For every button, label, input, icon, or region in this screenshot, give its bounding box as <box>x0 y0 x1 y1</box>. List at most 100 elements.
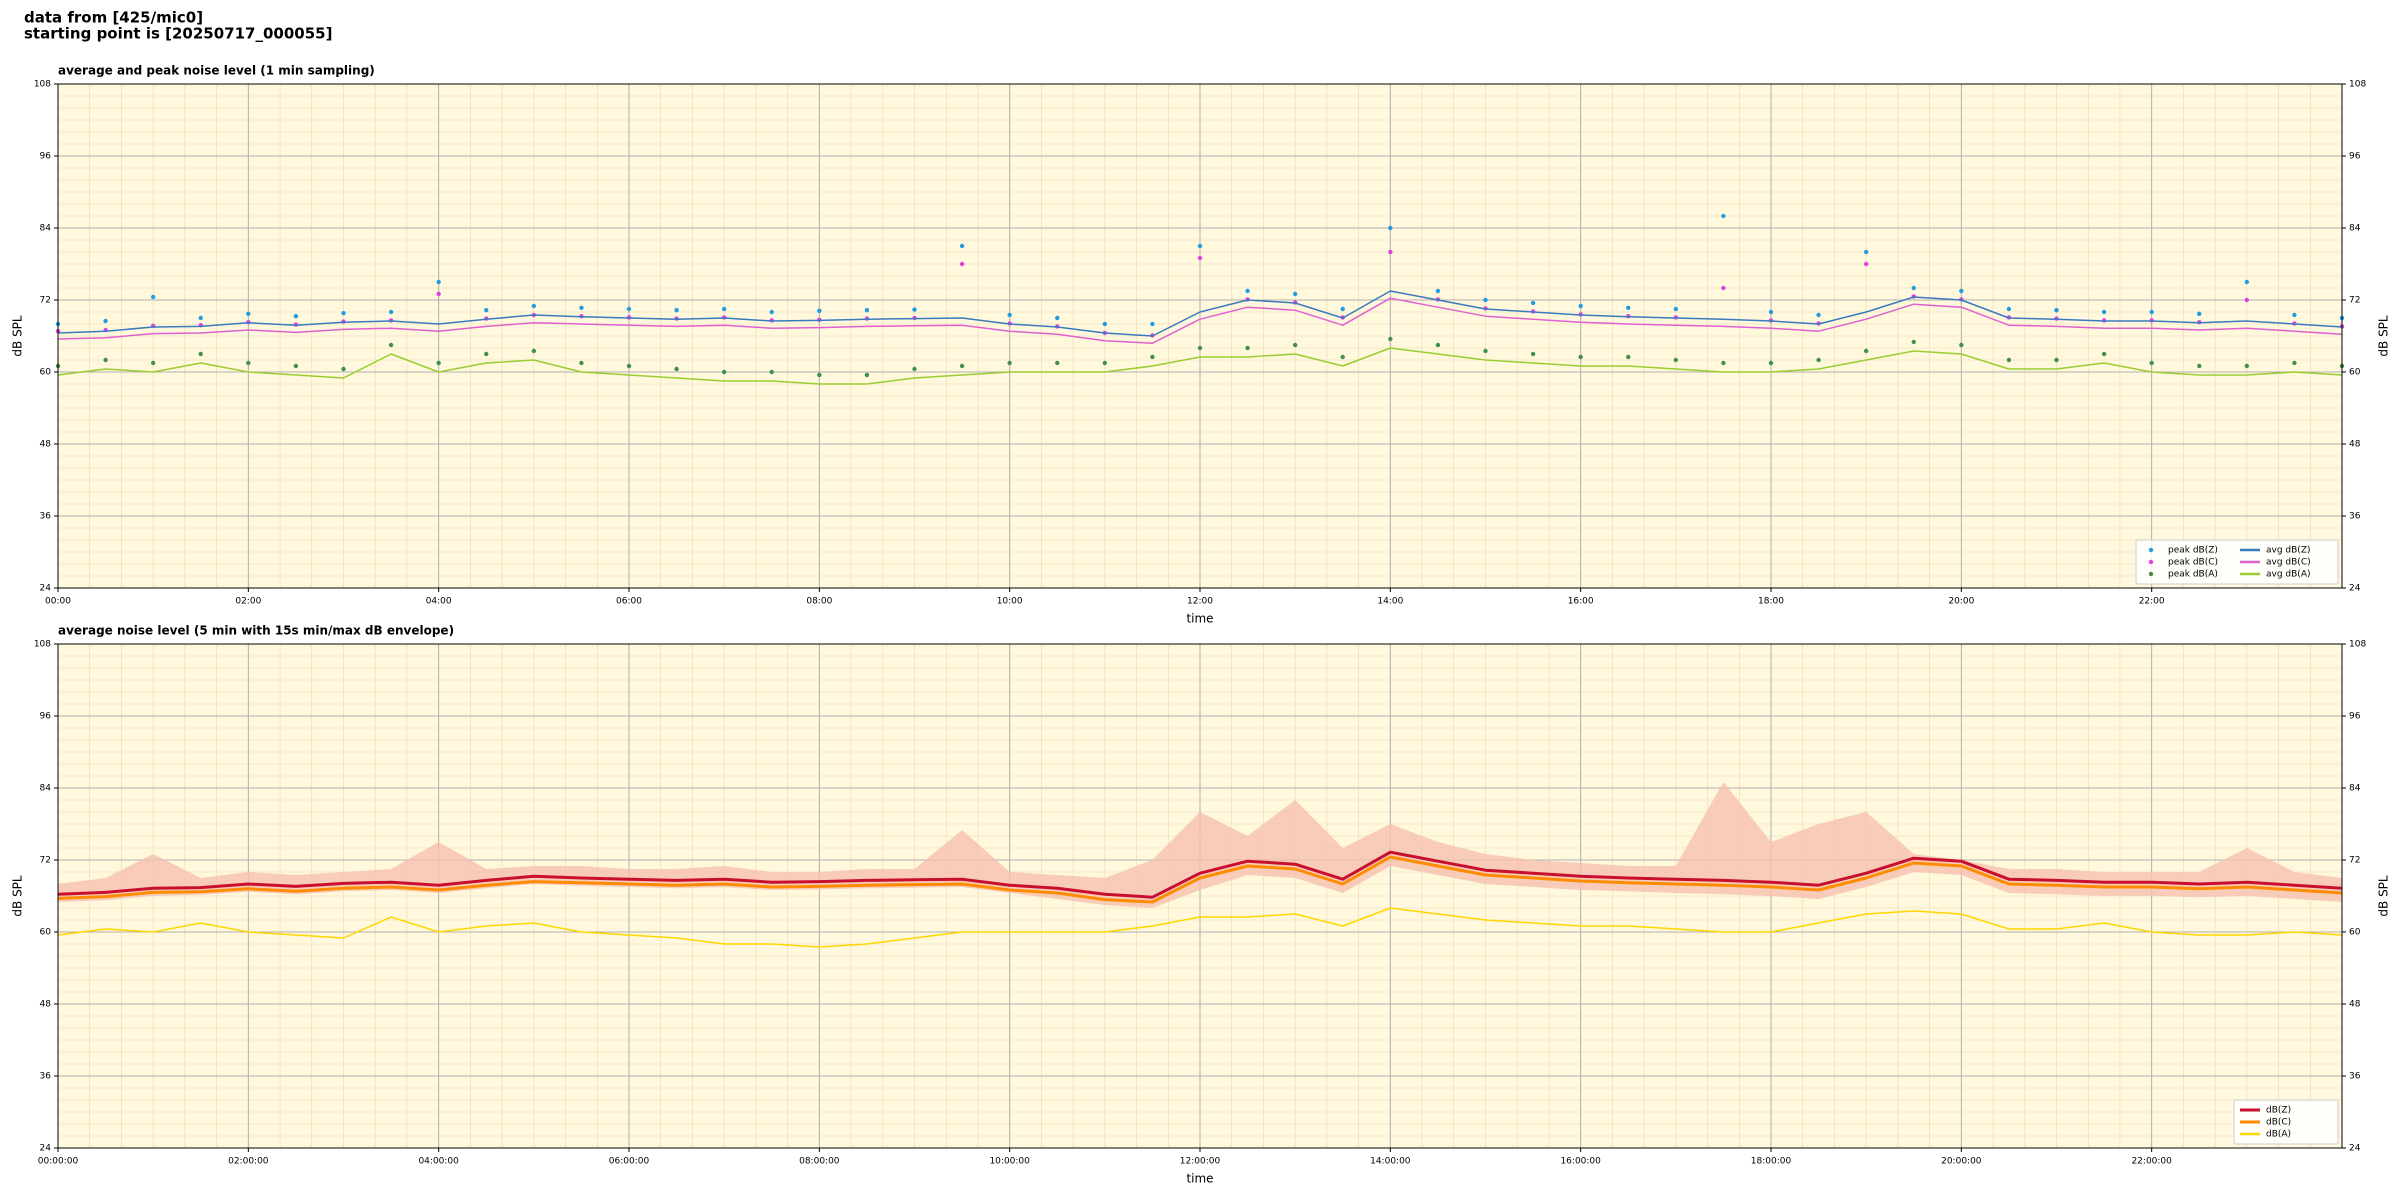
series-line <box>57 347 2343 385</box>
chart-title: average noise level (5 min with 15s min/… <box>58 624 454 638</box>
x-tick-label: 12:00:00 <box>1180 1157 1221 1167</box>
peak-point <box>293 314 299 319</box>
peak-point <box>103 318 108 324</box>
y-tick-label: 36 <box>40 1072 52 1082</box>
chart-title: average and peak noise level (1 min samp… <box>58 64 375 78</box>
legend-label: peak dB(C) <box>2168 558 2218 568</box>
peak-point <box>1055 315 1060 321</box>
x-tick-label: 10:00:00 <box>989 1157 1030 1167</box>
peak-point <box>1150 321 1155 327</box>
peak-point <box>1197 345 1203 351</box>
y-tick-label: 48 <box>40 1000 52 1010</box>
peak-point <box>1911 339 1916 345</box>
envelope <box>58 782 2342 908</box>
y-tick-label: 72 <box>2349 856 2360 866</box>
y-tick-label: 24 <box>40 584 52 594</box>
peak-point <box>198 315 203 321</box>
peak-point <box>1435 342 1441 348</box>
peak-point <box>150 360 156 366</box>
peak-point <box>293 363 299 369</box>
peak-point <box>1007 312 1012 318</box>
y-tick-label: 24 <box>2349 584 2361 594</box>
peak-point <box>1388 225 1393 231</box>
legend-label: avg dB(A) <box>2266 570 2310 580</box>
peak-point <box>1768 360 1774 366</box>
peak-point <box>1863 249 1869 255</box>
y-tick-label: 60 <box>40 368 52 378</box>
peak-point <box>1102 360 1108 366</box>
peak-point <box>1245 345 1250 351</box>
y-tick-label: 48 <box>2349 440 2361 450</box>
peak-point <box>1055 360 1060 366</box>
x-tick-label: 08:00:00 <box>799 1157 840 1167</box>
peak-point <box>436 291 441 297</box>
legend-label: dB(A) <box>2266 1130 2291 1140</box>
peak-point <box>2006 357 2012 363</box>
peak-point <box>2054 357 2059 363</box>
peak-point <box>531 348 537 354</box>
x-tick-label: 04:00:00 <box>418 1157 459 1167</box>
peak-point <box>1530 300 1536 306</box>
x-tick-label: 12:00 <box>1187 597 1213 607</box>
x-axis-label: time <box>1186 612 1213 626</box>
peak-point <box>388 342 394 348</box>
x-axis-label: time <box>1186 1172 1213 1186</box>
peak-point <box>1816 312 1821 318</box>
peak-point <box>1721 285 1726 291</box>
y-tick-label: 108 <box>34 640 51 650</box>
peak-point <box>2006 306 2012 312</box>
x-tick-label: 20:00 <box>1948 597 1974 607</box>
legend-box <box>2135 539 2339 585</box>
peak-point <box>103 357 108 363</box>
y-tick-label: 96 <box>2349 712 2361 722</box>
peak-point <box>1435 288 1441 294</box>
peak-point <box>531 303 537 309</box>
series-line <box>57 290 2343 337</box>
peak-point <box>1768 309 1774 315</box>
page-subtitle: starting point is [20250717_000055] <box>24 25 332 43</box>
peak-point <box>1673 357 1679 363</box>
x-tick-label: 16:00:00 <box>1560 1157 1601 1167</box>
peak-point <box>150 294 156 300</box>
y-tick-label: 96 <box>40 152 52 162</box>
y-tick-label: 108 <box>2349 640 2366 650</box>
peak-point <box>1245 288 1250 294</box>
peak-point <box>1483 297 1488 303</box>
peak-point <box>1578 354 1583 360</box>
legend-marker <box>2148 547 2154 553</box>
peak-point <box>626 306 632 312</box>
legend-label: peak dB(Z) <box>2168 546 2218 556</box>
peak-point <box>1340 306 1345 312</box>
y-tick-label: 84 <box>2349 224 2361 234</box>
peak-point <box>246 311 251 316</box>
x-tick-label: 18:00:00 <box>1751 1157 1792 1167</box>
series-line <box>57 850 2343 899</box>
x-tick-label: 00:00 <box>45 597 71 607</box>
x-tick-label: 22:00 <box>2139 597 2165 607</box>
peak-point <box>579 305 584 310</box>
y-axis-label: dB SPL <box>11 315 25 357</box>
peak-point <box>674 366 679 372</box>
peak-point <box>579 360 584 366</box>
legend-marker <box>2148 571 2154 577</box>
peak-point <box>246 360 251 366</box>
peak-point <box>864 372 870 378</box>
peak-point <box>1292 291 1298 297</box>
peak-point <box>1530 351 1536 357</box>
x-tick-label: 02:00 <box>235 597 261 607</box>
x-tick-label: 10:00 <box>997 597 1023 607</box>
y-tick-label: 36 <box>40 512 52 522</box>
peak-point <box>1483 348 1488 354</box>
y-tick-label: 108 <box>34 80 51 90</box>
x-tick-label: 16:00 <box>1568 597 1594 607</box>
peak-point <box>1197 255 1203 261</box>
peak-point <box>2101 351 2107 357</box>
y-tick-label: 96 <box>2349 152 2361 162</box>
peak-point <box>721 306 727 312</box>
peak-point <box>484 351 489 357</box>
peak-point <box>626 363 632 369</box>
x-tick-label: 14:00 <box>1377 597 1403 607</box>
peak-point <box>388 309 394 315</box>
x-tick-label: 14:00:00 <box>1370 1157 1411 1167</box>
peak-point <box>2054 308 2059 313</box>
